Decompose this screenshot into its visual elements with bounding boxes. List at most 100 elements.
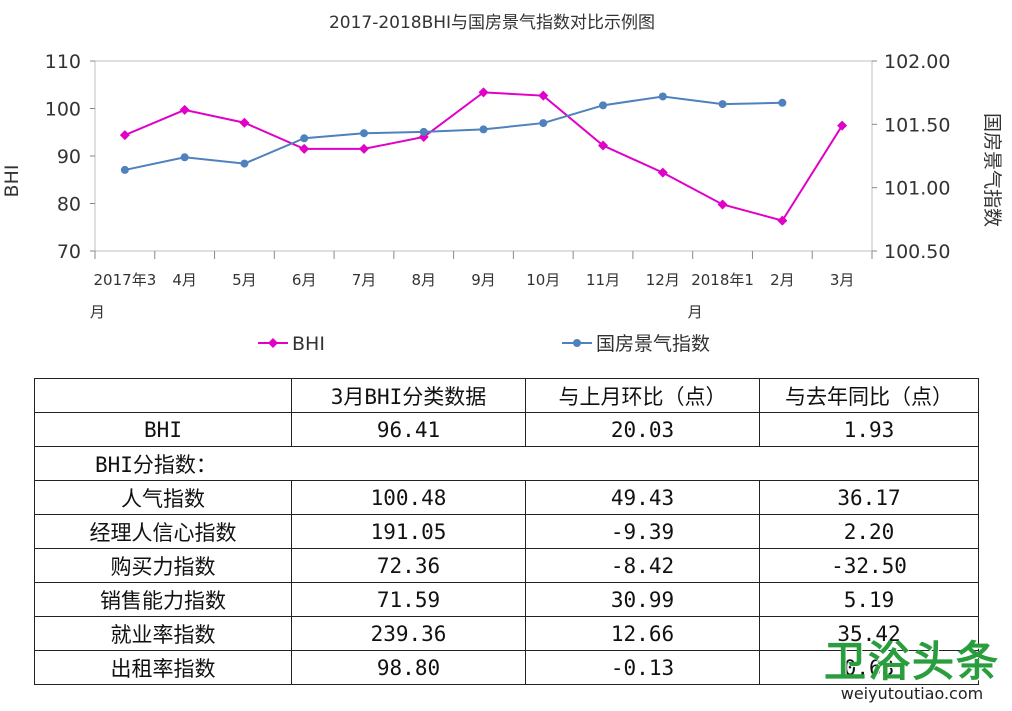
cell-value: 96.41 <box>291 412 526 447</box>
row-label: 就业率指数 <box>34 616 292 651</box>
x-tick-label: 2017年3 <box>94 271 157 289</box>
x-tick-label: 12月 <box>646 271 680 289</box>
series-line-bhi <box>124 91 843 222</box>
data-point-bhi <box>119 130 130 141</box>
table-row: 人气指数 100.48 49.43 36.17 <box>34 480 979 515</box>
table-row: 就业率指数 239.36 12.66 35.42 <box>34 616 979 651</box>
data-point-guofang <box>180 153 189 162</box>
table-section-row: BHI分指数： <box>34 446 979 481</box>
legend-label: BHI <box>292 333 325 355</box>
chart-title: 2017-2018BHI与国房景气指数对比示例图 <box>329 13 655 33</box>
watermark: 卫浴头条 weiyutoutiao.com <box>823 637 1000 704</box>
cell-value: 49.43 <box>525 480 760 515</box>
cell-value: 30.99 <box>525 582 760 617</box>
series-line-guofang <box>124 95 783 171</box>
chart-area: 2017-2018BHI与国房景气指数对比示例图 70 80 90 100 110 100.… <box>1 13 1003 355</box>
x-tick-label: 月 <box>688 303 703 321</box>
header-cell: 3月BHI分类数据 <box>291 378 526 413</box>
cell-value: -32.50 <box>759 548 979 583</box>
y-tick-label: 70 <box>57 241 81 263</box>
row-label: 人气指数 <box>34 480 292 515</box>
x-tick-label: 9月 <box>471 271 496 289</box>
legend-marker <box>573 339 581 347</box>
row-label: BHI <box>34 412 292 447</box>
cell-value: 36.17 <box>759 480 979 515</box>
cell-value: 191.05 <box>291 514 526 549</box>
data-point-guofang <box>778 98 787 107</box>
data-point-bhi <box>598 140 609 151</box>
cell-value: 5.19 <box>759 582 979 617</box>
data-point-guofang <box>658 92 667 101</box>
data-point-guofang <box>479 125 488 134</box>
legend-marker <box>268 338 278 348</box>
data-table: 3月BHI分类数据 与上月环比（点） 与去年同比（点） BHI 96.41 20… <box>34 378 979 685</box>
cell-value: 0.63 <box>759 650 979 685</box>
data-point-bhi <box>657 167 668 178</box>
cell-value: -8.42 <box>525 548 760 583</box>
data-point-guofang <box>300 134 309 143</box>
header-cell <box>34 378 292 413</box>
cell-value: 98.80 <box>291 650 526 685</box>
cell-value: 2.20 <box>759 514 979 549</box>
data-point-guofang <box>539 119 548 128</box>
y-axis-title: BHI <box>1 165 23 198</box>
y2-tick-label: 100.50 <box>884 241 950 263</box>
y2-tick-label: 102.00 <box>884 51 950 73</box>
x-tick-label: 2月 <box>770 271 795 289</box>
data-point-guofang <box>120 165 129 174</box>
y-tick-label: 100 <box>45 99 81 121</box>
x-tick-label: 月 <box>90 303 105 321</box>
row-label: 销售能力指数 <box>34 582 292 617</box>
cell-value: -9.39 <box>525 514 760 549</box>
data-point-guofang <box>359 129 368 138</box>
row-label: 出租率指数 <box>34 650 292 685</box>
data-point-guofang <box>599 101 608 110</box>
section-label: BHI分指数： <box>34 446 979 481</box>
y-tick-label: 80 <box>57 194 81 216</box>
cell-value: 12.66 <box>525 616 760 651</box>
row-label: 购买力指数 <box>34 548 292 583</box>
watermark-logo: 卫浴头条 <box>823 637 1000 686</box>
cell-value: 72.36 <box>291 548 526 583</box>
table-row: 购买力指数 72.36 -8.42 -32.50 <box>34 548 979 583</box>
cell-value: 71.59 <box>291 582 526 617</box>
legend-label: 国房景气指数 <box>596 333 710 355</box>
cell-value: 1.93 <box>759 412 979 447</box>
data-point-guofang <box>419 127 428 136</box>
table-row-bhi: BHI 96.41 20.03 1.93 <box>34 412 979 447</box>
data-point-bhi <box>837 120 848 131</box>
x-tick-label: 2018年1 <box>691 271 754 289</box>
y-tick-label: 110 <box>45 51 81 73</box>
data-point-bhi <box>717 199 728 210</box>
table-header-row: 3月BHI分类数据 与上月环比（点） 与去年同比（点） <box>34 378 979 413</box>
y2-tick-label: 101.50 <box>884 114 950 136</box>
data-point-bhi <box>179 104 190 115</box>
y2-axis-title: 国房景气指数 <box>981 113 1003 227</box>
chart-svg: 2017-2018BHI与国房景气指数对比示例图 70 80 90 100 110 100.… <box>1 13 1003 355</box>
x-tick-label: 6月 <box>292 271 317 289</box>
table-row: 经理人信心指数 191.05 -9.39 2.20 <box>34 514 979 549</box>
x-tick-label: 8月 <box>411 271 436 289</box>
cell-value: -0.13 <box>525 650 760 685</box>
y-tick-label: 90 <box>57 146 81 168</box>
data-point-guofang <box>240 159 249 168</box>
cell-value: 20.03 <box>525 412 760 447</box>
cell-value: 100.48 <box>291 480 526 515</box>
cell-value: 35.42 <box>759 616 979 651</box>
x-tick-label: 7月 <box>352 271 377 289</box>
data-point-bhi <box>299 143 310 154</box>
data-point-bhi <box>239 117 250 128</box>
y2-tick-label: 101.00 <box>884 178 950 200</box>
x-tick-label: 3月 <box>830 271 855 289</box>
data-point-bhi <box>538 90 549 101</box>
table-row: 销售能力指数 71.59 30.99 5.19 <box>34 582 979 617</box>
x-tick-label: 11月 <box>586 271 620 289</box>
x-tick-label: 10月 <box>526 271 560 289</box>
header-cell: 与上月环比（点） <box>525 378 760 413</box>
x-tick-label: 4月 <box>172 271 197 289</box>
table-row: 出租率指数 98.80 -0.13 0.63 <box>34 650 979 685</box>
cell-value: 239.36 <box>291 616 526 651</box>
data-point-bhi <box>777 215 788 226</box>
data-point-bhi <box>478 87 489 98</box>
watermark-url: weiyutoutiao.com <box>840 684 984 703</box>
